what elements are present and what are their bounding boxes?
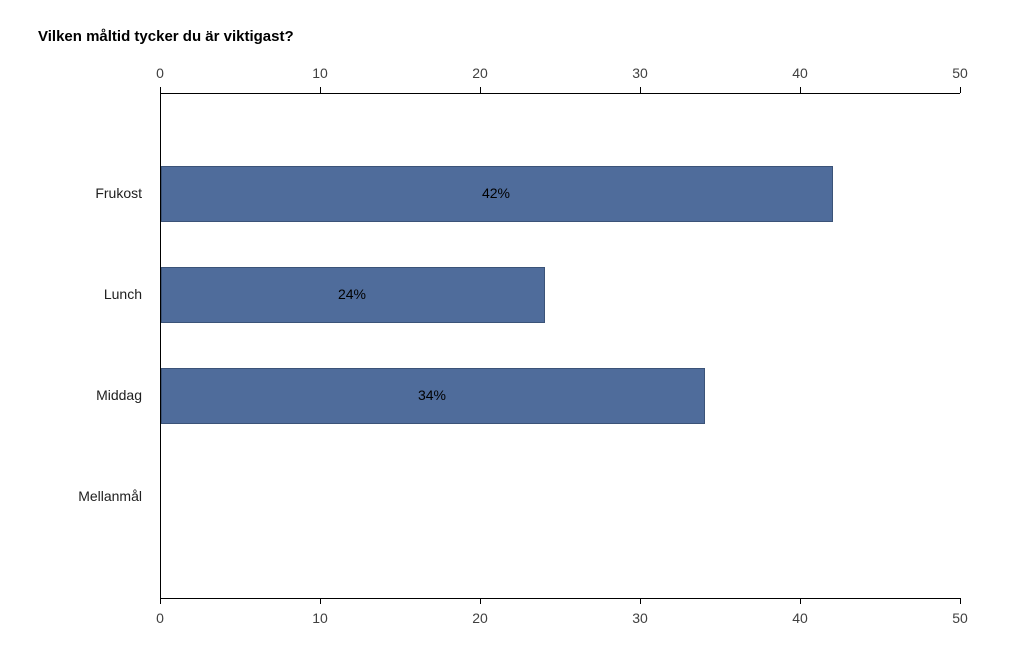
bar-value-label: 42% [466, 185, 526, 201]
top-tick [800, 87, 801, 93]
bottom-axis-line [160, 598, 960, 599]
top-tick [160, 87, 161, 93]
bottom-tick [640, 598, 641, 604]
bar-value-label: 34% [402, 387, 462, 403]
x-tick-label-top: 50 [930, 65, 990, 81]
x-tick-label-bottom: 20 [450, 610, 510, 626]
top-tick [640, 87, 641, 93]
bottom-tick [800, 598, 801, 604]
bar-chart: Vilken måltid tycker du är viktigast? 0 0… [0, 0, 1023, 648]
x-tick-label-top: 10 [290, 65, 350, 81]
x-tick-label-top: 40 [770, 65, 830, 81]
top-tick [320, 87, 321, 93]
category-label: Mellanmål [0, 488, 142, 504]
x-tick-label-bottom: 50 [930, 610, 990, 626]
top-axis-line [160, 93, 960, 94]
bottom-tick [320, 598, 321, 604]
category-label: Frukost [0, 185, 142, 201]
x-tick-label-top: 20 [450, 65, 510, 81]
category-label: Middag [0, 387, 142, 403]
bottom-tick [480, 598, 481, 604]
x-tick-label-bottom: 10 [290, 610, 350, 626]
chart-title: Vilken måltid tycker du är viktigast? [38, 28, 294, 45]
bottom-tick [160, 598, 161, 604]
top-tick [960, 87, 961, 93]
top-tick [480, 87, 481, 93]
x-tick-label-bottom: 40 [770, 610, 830, 626]
x-tick-label-top: 0 [130, 65, 190, 81]
x-tick-label-bottom: 0 [130, 610, 190, 626]
x-tick-label-bottom: 30 [610, 610, 670, 626]
x-tick-label-top: 30 [610, 65, 670, 81]
bar-value-label: 24% [322, 286, 382, 302]
bottom-tick [960, 598, 961, 604]
category-label: Lunch [0, 286, 142, 302]
